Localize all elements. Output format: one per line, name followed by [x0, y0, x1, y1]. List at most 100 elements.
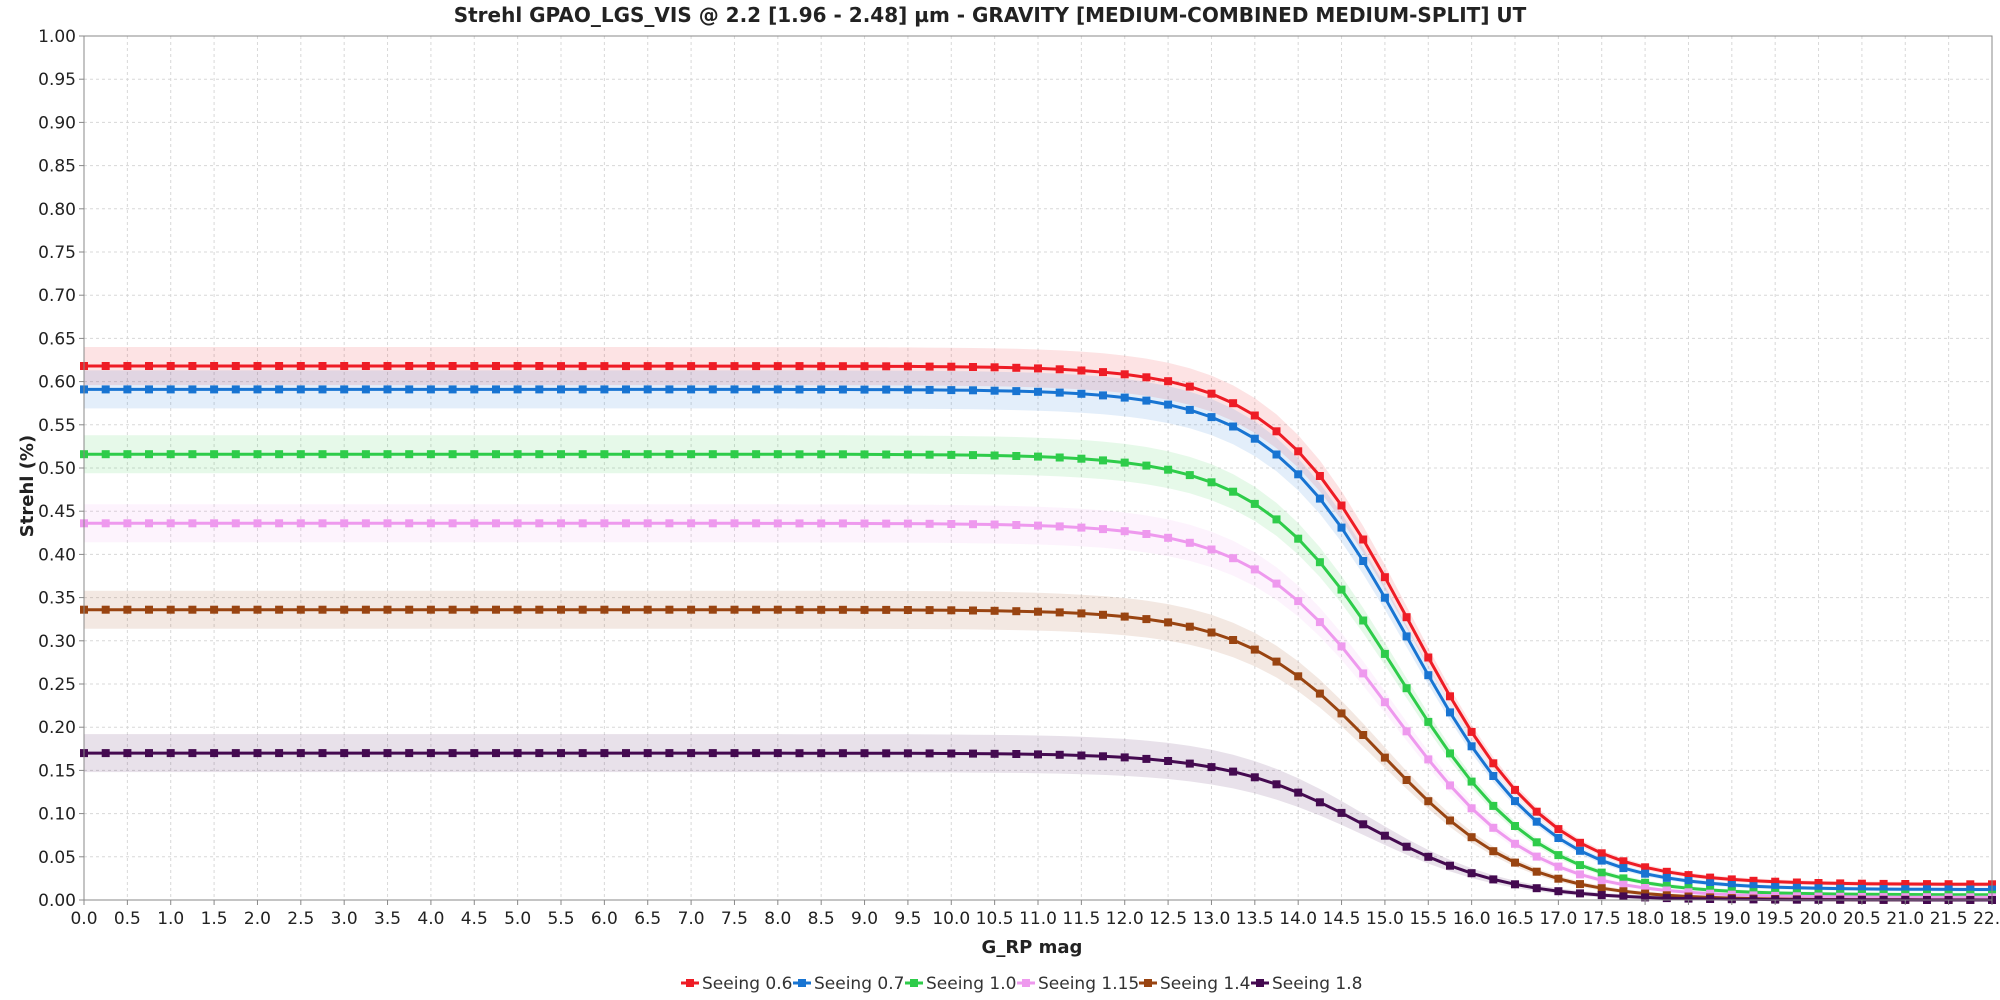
data-point-seeing-1-0 [1185, 471, 1194, 480]
data-point-seeing-1-8 [1619, 892, 1628, 901]
data-point-seeing-1-4 [340, 605, 349, 614]
data-point-seeing-0-7 [448, 385, 457, 394]
data-point-seeing-1-15 [687, 519, 696, 528]
axis-layer: 0.0 0.5 1.0 1.5 2.0 2.5 3.0 3.5 4.0 4.5 5.0 5.5 6.0 6… [38, 27, 2000, 929]
data-point-seeing-1-8 [708, 749, 717, 758]
data-point-seeing-1-4 [665, 605, 674, 614]
data-point-seeing-0-6 [1012, 363, 1021, 372]
data-point-seeing-1-8 [687, 749, 696, 758]
data-point-seeing-0-6 [947, 362, 956, 371]
data-point-seeing-1-4 [947, 606, 956, 615]
data-point-seeing-1-0 [1077, 454, 1086, 463]
data-point-seeing-0-7 [1706, 879, 1715, 888]
data-point-seeing-1-8 [513, 749, 522, 758]
data-point-seeing-1-15 [253, 519, 262, 528]
x-tick-label: 14.0 [1279, 909, 1317, 929]
data-point-seeing-0-7 [860, 385, 869, 394]
data-point-seeing-1-8 [838, 749, 847, 758]
data-point-seeing-1-0 [383, 450, 392, 459]
data-point-seeing-1-0 [1684, 884, 1693, 893]
data-point-seeing-1-4 [1229, 636, 1238, 644]
data-point-seeing-0-6 [643, 362, 652, 371]
data-point-seeing-1-8 [448, 749, 457, 758]
data-point-seeing-0-6 [795, 362, 804, 371]
data-point-seeing-1-8 [1749, 895, 1758, 904]
data-point-seeing-1-15 [361, 519, 370, 528]
data-point-seeing-0-7 [1966, 885, 1975, 894]
data-point-seeing-1-0 [1554, 851, 1563, 860]
data-point-seeing-0-7 [730, 385, 739, 394]
data-point-seeing-1-4 [1576, 880, 1584, 889]
data-point-seeing-1-4 [1359, 731, 1368, 739]
data-point-seeing-0-6 [1294, 447, 1303, 456]
data-point-seeing-1-0 [687, 450, 696, 459]
x-tick-label: 15.0 [1366, 909, 1404, 929]
x-tick-label: 7.0 [678, 909, 705, 929]
data-point-seeing-0-6 [1315, 472, 1324, 480]
data-point-seeing-0-7 [1749, 882, 1758, 891]
data-point-seeing-1-4 [1380, 753, 1389, 762]
x-tick-label: 10.5 [976, 909, 1014, 929]
data-point-seeing-1-8 [990, 749, 999, 758]
data-point-seeing-0-7 [1662, 873, 1671, 882]
data-point-seeing-1-8 [969, 749, 977, 758]
data-point-seeing-1-4 [708, 605, 717, 614]
data-point-seeing-0-6 [1142, 373, 1151, 382]
data-point-seeing-0-6 [383, 362, 392, 370]
data-point-seeing-1-15 [817, 519, 826, 528]
data-point-seeing-0-6 [1727, 875, 1736, 884]
data-point-seeing-1-0 [817, 450, 826, 459]
data-point-seeing-1-4 [101, 605, 110, 614]
y-tick-label: 1.00 [38, 27, 76, 47]
data-point-seeing-1-0 [101, 450, 110, 459]
data-point-seeing-0-6 [1576, 838, 1584, 847]
data-point-seeing-0-7 [1099, 391, 1107, 400]
data-point-seeing-1-15 [340, 519, 349, 528]
legend-item-seeing-1-0: Seeing 1.0 [905, 974, 1016, 994]
data-point-seeing-1-15 [990, 520, 999, 529]
data-point-seeing-1-15 [643, 519, 652, 528]
data-point-seeing-1-15 [925, 519, 934, 528]
data-point-seeing-0-7 [687, 385, 696, 394]
data-point-seeing-0-6 [1034, 364, 1042, 373]
x-tick-label: 10.0 [932, 909, 970, 929]
data-point-seeing-0-6 [1641, 863, 1650, 872]
data-point-seeing-1-8 [1055, 750, 1064, 759]
data-point-seeing-1-4 [1554, 874, 1563, 883]
data-point-seeing-0-7 [1489, 772, 1498, 780]
data-point-seeing-1-0 [492, 450, 500, 459]
y-tick-label: 0.20 [38, 718, 76, 738]
data-point-seeing-0-6 [1511, 785, 1519, 794]
data-point-seeing-1-4 [123, 605, 132, 614]
data-point-seeing-0-6 [773, 362, 782, 371]
data-point-seeing-1-8 [557, 749, 565, 758]
data-point-seeing-0-6 [1597, 849, 1606, 858]
data-point-seeing-1-0 [361, 450, 370, 459]
y-tick-label: 0.70 [38, 286, 76, 306]
data-point-seeing-0-7 [361, 385, 370, 394]
legend-label: Seeing 0.7 [814, 974, 904, 994]
data-point-seeing-1-4 [752, 605, 761, 614]
band-seeing-1-8 [84, 734, 1992, 900]
data-point-seeing-0-7 [1597, 856, 1606, 865]
data-point-seeing-1-0 [405, 450, 414, 459]
data-point-seeing-1-15 [622, 519, 630, 528]
data-point-seeing-0-6 [1814, 879, 1823, 887]
data-point-seeing-0-7 [773, 385, 782, 394]
data-point-seeing-0-7 [1923, 885, 1931, 894]
x-tick-label: 9.0 [851, 909, 878, 929]
x-tick-label: 1.5 [201, 909, 228, 929]
x-tick-label: 3.5 [374, 909, 401, 929]
data-point-seeing-0-7 [752, 385, 761, 394]
data-point-seeing-1-15 [1467, 804, 1476, 813]
data-point-seeing-0-7 [1684, 877, 1693, 885]
data-point-seeing-0-7 [1901, 885, 1910, 894]
x-tick-label: 0.0 [70, 909, 97, 929]
data-point-seeing-1-4 [773, 605, 782, 614]
data-point-seeing-1-0 [752, 450, 761, 459]
data-point-seeing-1-0 [903, 450, 912, 459]
x-tick-label: 16.0 [1453, 909, 1491, 929]
data-point-seeing-1-4 [1532, 867, 1541, 876]
data-point-seeing-1-0 [1641, 878, 1650, 887]
data-point-seeing-1-8 [730, 749, 739, 758]
